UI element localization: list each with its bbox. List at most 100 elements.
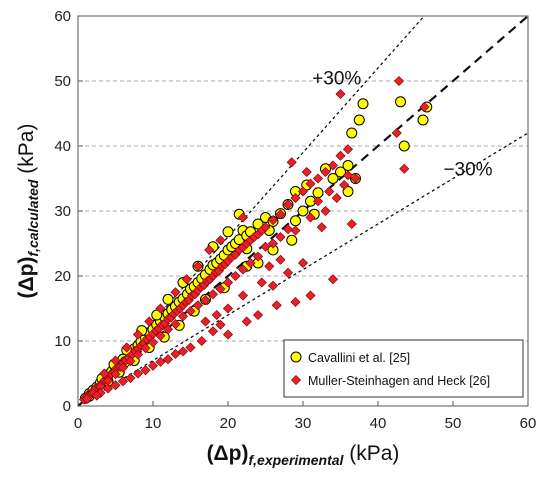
data-point-diamond <box>256 277 267 288</box>
data-point-diamond <box>346 218 357 230</box>
data-point-diamond <box>200 295 211 306</box>
data-point-diamond <box>335 150 346 161</box>
data-point-circle <box>398 140 410 152</box>
band-label-plus30: +30% <box>312 68 361 89</box>
data-point-diamond <box>342 170 354 181</box>
data-point-diamond <box>125 356 136 367</box>
data-point-circle <box>286 234 298 246</box>
y-axis-label: (Δp)f,calculated (kPa) <box>15 124 41 299</box>
legend: Cavallini et al. [25] Muller-Steinhagen … <box>283 339 524 398</box>
data-point-diamond <box>91 390 102 401</box>
data-point-diamond <box>305 178 316 189</box>
data-point-circle <box>222 226 234 238</box>
data-point-circle <box>342 186 354 197</box>
legend-label-muller: Muller-Steinhagen and Heck [26] <box>308 374 490 388</box>
data-point-diamond <box>282 267 294 278</box>
data-point-diamond <box>350 173 361 184</box>
data-point-diamond <box>185 342 196 353</box>
data-point-diamond <box>267 280 279 291</box>
x-axis-label-subscript: f,experimental <box>248 452 344 468</box>
data-point-diamond <box>192 261 204 272</box>
data-point-diamond <box>290 296 301 308</box>
data-point-diamond <box>192 300 204 311</box>
data-point-diamond <box>342 144 354 155</box>
x-tick-label: 60 <box>520 415 537 432</box>
data-point-diamond <box>271 300 282 311</box>
band-label-minus30: −30% <box>443 159 492 180</box>
data-point-diamond <box>170 287 181 298</box>
y-tick-label: 50 <box>54 73 71 90</box>
data-point-diamond <box>391 127 402 139</box>
data-point-diamond <box>282 199 294 210</box>
x-axis-label-unit: (kPa) <box>343 442 399 465</box>
data-point-diamond <box>117 376 129 387</box>
data-point-diamond <box>237 264 249 275</box>
data-point-circle <box>162 293 174 305</box>
data-point-diamond <box>275 231 286 243</box>
x-tick-label: 0 <box>74 415 82 432</box>
data-point-diamond <box>245 257 256 269</box>
data-point-diamond <box>147 337 159 348</box>
data-point-diamond <box>393 75 405 87</box>
data-point-diamond <box>241 316 252 327</box>
x-tick-label: 50 <box>445 415 462 432</box>
data-point-diamond <box>286 157 297 168</box>
data-point-circle <box>357 98 369 110</box>
y-tick-label: 30 <box>54 203 71 220</box>
data-point-diamond <box>297 257 309 269</box>
y-tick-label: 10 <box>54 333 71 350</box>
data-point-circle <box>353 114 365 126</box>
y-axis-label-unit: (kPa) <box>15 124 38 180</box>
data-point-diamond <box>215 283 226 295</box>
data-point-diamond <box>222 277 234 288</box>
data-point-diamond <box>177 311 189 322</box>
data-point-diamond <box>327 160 339 171</box>
data-point-diamond <box>297 186 309 197</box>
data-point-diamond <box>237 290 249 301</box>
data-point-diamond <box>282 224 294 235</box>
data-point-diamond <box>185 306 196 317</box>
x-tick-label: 20 <box>220 415 237 432</box>
data-point-diamond <box>170 348 181 360</box>
data-point-diamond <box>132 349 144 360</box>
data-point-diamond <box>267 238 279 249</box>
data-point-diamond <box>419 101 430 113</box>
data-point-diamond <box>117 362 129 373</box>
data-point-diamond <box>331 192 342 204</box>
data-point-diamond <box>110 355 121 366</box>
data-point-diamond <box>140 365 151 376</box>
reference-line-1 <box>77 15 529 407</box>
data-point-diamond <box>132 368 144 379</box>
data-point-diamond <box>102 383 114 394</box>
x-tick-label: 40 <box>370 415 387 432</box>
data-point-diamond <box>211 309 222 321</box>
data-point-diamond <box>260 222 271 233</box>
data-point-diamond <box>301 166 312 178</box>
y-tick-label: 60 <box>54 8 71 25</box>
data-point-diamond <box>155 356 166 367</box>
y-tick-label: 40 <box>54 138 71 155</box>
legend-box <box>283 339 524 398</box>
data-point-diamond <box>222 303 234 314</box>
data-point-diamond <box>264 261 275 272</box>
x-tick-label: 30 <box>295 415 312 432</box>
data-point-diamond <box>155 330 166 341</box>
data-point-diamond <box>81 393 93 404</box>
data-point-diamond <box>177 346 189 357</box>
data-point-circle <box>297 205 309 217</box>
data-point-diamond <box>327 274 339 285</box>
data-point-diamond <box>204 244 215 256</box>
data-point-circle <box>151 309 163 321</box>
y-axis-label-main: (Δp) <box>15 257 38 299</box>
data-point-diamond <box>162 324 174 335</box>
data-point-diamond <box>237 212 249 223</box>
y-tick-label: 0 <box>63 398 71 415</box>
x-tick-label: 10 <box>145 415 162 432</box>
data-point-diamond <box>230 270 241 282</box>
data-point-circle <box>335 166 346 178</box>
y-tick-label: 20 <box>54 268 71 285</box>
data-point-diamond <box>147 360 159 371</box>
data-point-circle <box>417 114 429 126</box>
data-point-circle <box>252 218 264 230</box>
